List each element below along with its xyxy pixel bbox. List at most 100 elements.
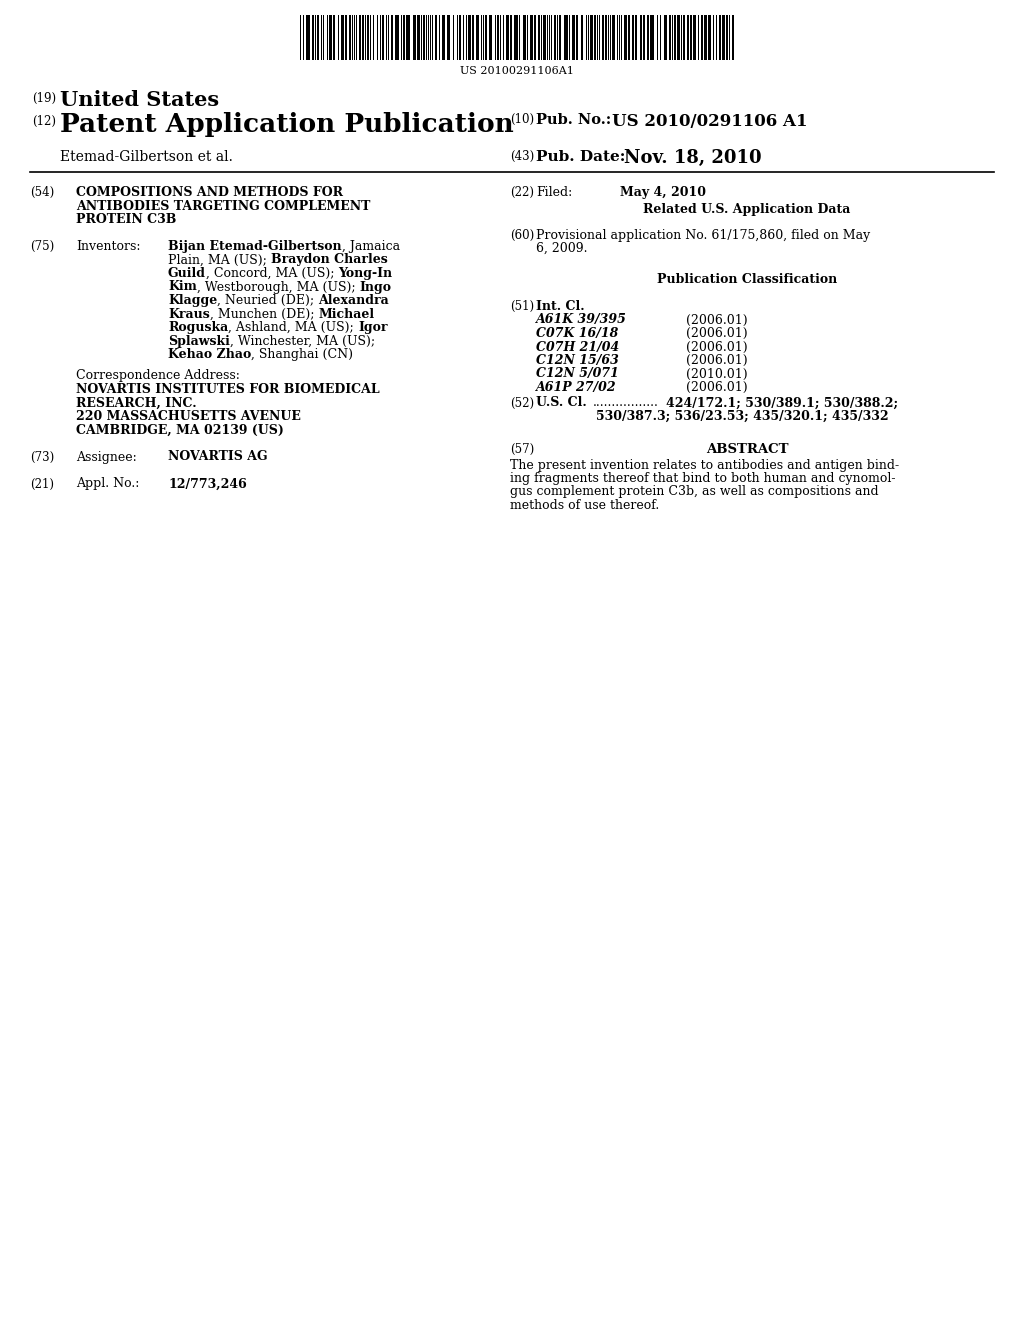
Bar — [510, 15, 512, 59]
Text: 220 MASSACHUSETTS AVENUE: 220 MASSACHUSETTS AVENUE — [76, 411, 301, 422]
Text: The present invention relates to antibodies and antigen bind-: The present invention relates to antibod… — [510, 458, 899, 471]
Bar — [523, 15, 526, 59]
Text: (75): (75) — [30, 240, 54, 253]
Text: Kim: Kim — [168, 281, 197, 293]
Bar — [669, 15, 671, 59]
Text: (2006.01): (2006.01) — [686, 381, 748, 393]
Bar — [722, 15, 725, 59]
Text: (2006.01): (2006.01) — [686, 327, 748, 341]
Text: C12N 15/63: C12N 15/63 — [536, 354, 618, 367]
Bar — [506, 15, 509, 59]
Text: COMPOSITIONS AND METHODS FOR: COMPOSITIONS AND METHODS FOR — [76, 186, 343, 199]
Text: Guild: Guild — [168, 267, 206, 280]
Text: (54): (54) — [30, 186, 54, 199]
Text: Kraus: Kraus — [168, 308, 210, 321]
Text: Klagge: Klagge — [168, 294, 217, 308]
Bar — [693, 15, 696, 59]
Bar — [362, 15, 364, 59]
Bar — [640, 15, 642, 59]
Text: .................: ................. — [593, 396, 658, 409]
Bar — [650, 15, 654, 59]
Text: Splawski: Splawski — [168, 334, 229, 347]
Text: Yong-In: Yong-In — [339, 267, 392, 280]
Text: (21): (21) — [30, 478, 54, 491]
Bar — [590, 15, 593, 59]
Bar — [664, 15, 667, 59]
Bar — [417, 15, 420, 59]
Bar — [534, 15, 536, 59]
Text: C07H 21/04: C07H 21/04 — [536, 341, 620, 354]
Text: Braydon Charles: Braydon Charles — [271, 253, 388, 267]
Bar — [442, 15, 445, 59]
Text: , Shanghai (CN): , Shanghai (CN) — [251, 348, 353, 360]
Text: (60): (60) — [510, 228, 535, 242]
Bar — [572, 15, 575, 59]
Bar — [602, 15, 604, 59]
Text: (10): (10) — [510, 114, 535, 125]
Bar — [367, 15, 369, 59]
Bar — [514, 15, 518, 59]
Text: Roguska: Roguska — [168, 321, 228, 334]
Text: ANTIBODIES TARGETING COMPLEMENT: ANTIBODIES TARGETING COMPLEMENT — [76, 199, 371, 213]
Text: A61K 39/395: A61K 39/395 — [536, 314, 627, 326]
Bar — [468, 15, 471, 59]
Bar — [690, 15, 692, 59]
Bar — [701, 15, 703, 59]
Text: Igor: Igor — [358, 321, 387, 334]
Bar — [359, 15, 361, 59]
Bar — [677, 15, 680, 59]
Bar — [406, 15, 410, 59]
Bar — [594, 15, 596, 59]
Text: Correspondence Address:: Correspondence Address: — [76, 370, 240, 383]
Text: Publication Classification: Publication Classification — [656, 273, 838, 286]
Bar — [605, 15, 607, 59]
Bar — [732, 15, 734, 59]
Text: U.S. Cl.: U.S. Cl. — [536, 396, 587, 409]
Text: (2006.01): (2006.01) — [686, 341, 748, 354]
Bar — [643, 15, 645, 59]
Text: 6, 2009.: 6, 2009. — [536, 242, 588, 255]
Bar — [687, 15, 689, 59]
Text: , Jamaica: , Jamaica — [342, 240, 399, 253]
Bar — [575, 15, 578, 59]
Bar — [489, 15, 492, 59]
Text: Ingo: Ingo — [359, 281, 391, 293]
Text: Alexandra: Alexandra — [318, 294, 389, 308]
Bar — [581, 15, 583, 59]
Text: (22): (22) — [510, 186, 534, 199]
Text: Pub. Date:: Pub. Date: — [536, 150, 626, 164]
Bar — [306, 15, 310, 59]
Text: (51): (51) — [510, 300, 535, 313]
Text: Pub. No.:: Pub. No.: — [536, 114, 611, 127]
Text: 12/773,246: 12/773,246 — [168, 478, 247, 491]
Text: , Ashland, MA (US);: , Ashland, MA (US); — [228, 321, 358, 334]
Text: methods of use thereof.: methods of use thereof. — [510, 499, 659, 512]
Text: (2010.01): (2010.01) — [686, 367, 748, 380]
Text: PROTEIN C3B: PROTEIN C3B — [76, 213, 176, 226]
Text: US 20100291106A1: US 20100291106A1 — [460, 66, 573, 77]
Bar — [345, 15, 347, 59]
Text: , Neuried (DE);: , Neuried (DE); — [217, 294, 318, 308]
Bar — [554, 15, 556, 59]
Text: Provisional application No. 61/175,860, filed on May: Provisional application No. 61/175,860, … — [536, 228, 870, 242]
Text: US 2010/0291106 A1: US 2010/0291106 A1 — [612, 114, 808, 129]
Bar — [612, 15, 615, 59]
Text: RESEARCH, INC.: RESEARCH, INC. — [76, 396, 197, 409]
Text: gus complement protein C3b, as well as compositions and: gus complement protein C3b, as well as c… — [510, 486, 879, 499]
Text: , Concord, MA (US);: , Concord, MA (US); — [206, 267, 339, 280]
Bar — [403, 15, 406, 59]
Text: A61P 27/02: A61P 27/02 — [536, 381, 616, 393]
Bar — [341, 15, 344, 59]
Bar — [459, 15, 461, 59]
Bar — [624, 15, 627, 59]
Bar — [628, 15, 630, 59]
Text: CAMBRIDGE, MA 02139 (US): CAMBRIDGE, MA 02139 (US) — [76, 424, 284, 437]
Text: , Westborough, MA (US);: , Westborough, MA (US); — [197, 281, 359, 293]
Bar — [476, 15, 479, 59]
Text: (73): (73) — [30, 450, 54, 463]
Text: Plain, MA (US);: Plain, MA (US); — [168, 253, 271, 267]
Bar — [719, 15, 721, 59]
Text: (19): (19) — [32, 92, 56, 106]
Bar — [530, 15, 534, 59]
Bar — [726, 15, 728, 59]
